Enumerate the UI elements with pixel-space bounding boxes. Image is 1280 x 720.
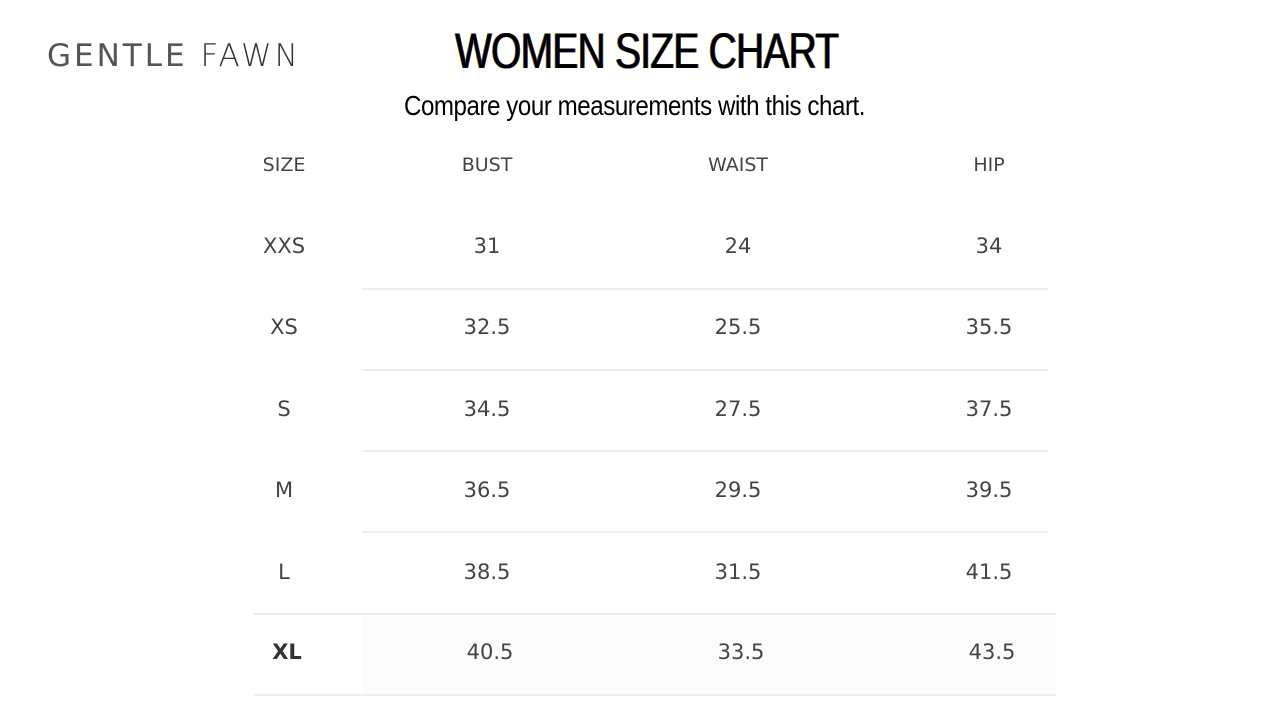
measurement-cell: 35.5	[965, 315, 1013, 339]
measurement-cell: 33.5	[717, 640, 765, 664]
size-label: XS	[270, 315, 298, 339]
measurement-cell: 25.5	[714, 315, 762, 339]
brand-logo-part2: FAWN	[200, 38, 301, 74]
measurement-cell: 29.5	[714, 478, 762, 502]
measurement-cell: 36.5	[463, 478, 511, 502]
row-divider	[362, 369, 1048, 371]
size-label: S	[277, 397, 291, 421]
brand-logo-part1: GENTLE	[47, 38, 188, 74]
xl-row-background	[362, 614, 1056, 694]
column-header: HIP	[973, 154, 1005, 176]
measurement-cell: 27.5	[714, 397, 762, 421]
measurement-cell: 34	[975, 234, 1003, 258]
measurement-cell: 43.5	[968, 640, 1016, 664]
column-header: BUST	[461, 154, 513, 176]
measurement-cell: 31.5	[714, 560, 762, 584]
measurement-cell: 32.5	[463, 315, 511, 339]
size-label: L	[278, 560, 290, 584]
measurement-cell: 41.5	[965, 560, 1013, 584]
measurement-cell: 24	[724, 234, 752, 258]
measurement-cell: 34.5	[463, 397, 511, 421]
measurement-cell: 31	[473, 234, 501, 258]
measurement-cell: 38.5	[463, 560, 511, 584]
column-header: WAIST	[707, 154, 768, 176]
page-subtitle: Compare your measurements with this char…	[404, 90, 866, 121]
measurement-cell: 37.5	[965, 397, 1013, 421]
measurement-cell: 40.5	[466, 640, 514, 664]
row-divider	[362, 288, 1048, 290]
row-divider	[254, 613, 1056, 615]
measurement-cell: 39.5	[965, 478, 1013, 502]
row-divider	[362, 531, 1048, 533]
size-label: M	[274, 478, 294, 502]
row-divider	[254, 694, 1056, 696]
page-title: WOMEN SIZE CHART	[455, 23, 839, 79]
brand-logo: GENTLE FAWN	[47, 38, 301, 74]
size-label: XL	[272, 640, 302, 664]
size-label: XXS	[262, 234, 306, 258]
column-header: SIZE	[262, 154, 306, 176]
row-divider	[362, 450, 1048, 452]
